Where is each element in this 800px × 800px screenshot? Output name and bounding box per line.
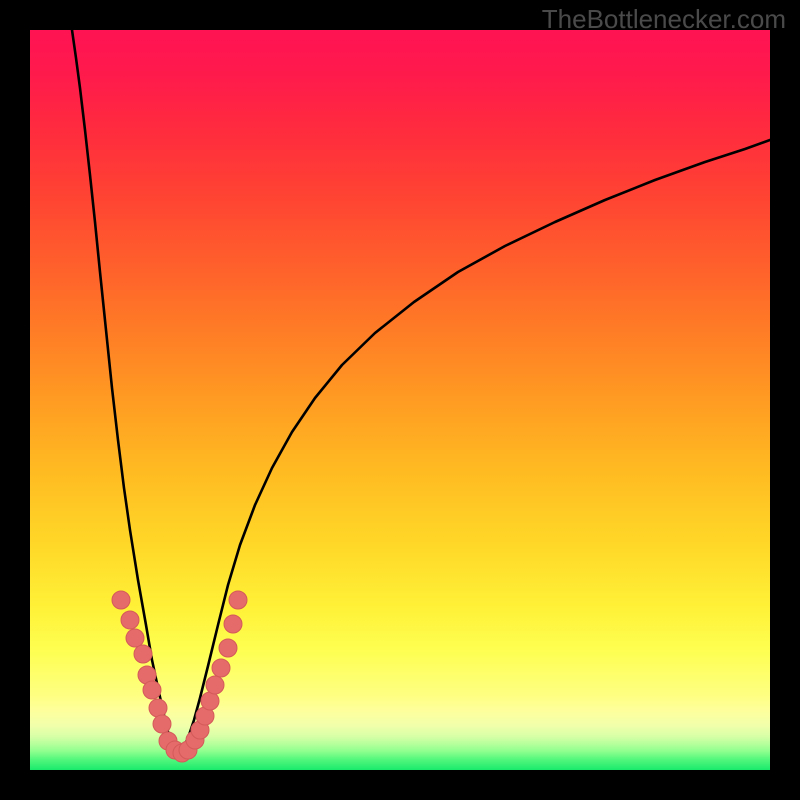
data-marker xyxy=(149,699,167,717)
data-marker xyxy=(224,615,242,633)
data-marker xyxy=(134,645,152,663)
data-marker xyxy=(112,591,130,609)
data-marker xyxy=(206,676,224,694)
data-marker xyxy=(219,639,237,657)
data-marker xyxy=(126,629,144,647)
data-marker xyxy=(143,681,161,699)
chart-stage: TheBottlenecker.com xyxy=(0,0,800,800)
data-marker xyxy=(201,692,219,710)
data-marker xyxy=(153,715,171,733)
data-marker xyxy=(212,659,230,677)
data-marker xyxy=(121,611,139,629)
data-marker xyxy=(229,591,247,609)
bottleneck-chart xyxy=(0,0,800,800)
